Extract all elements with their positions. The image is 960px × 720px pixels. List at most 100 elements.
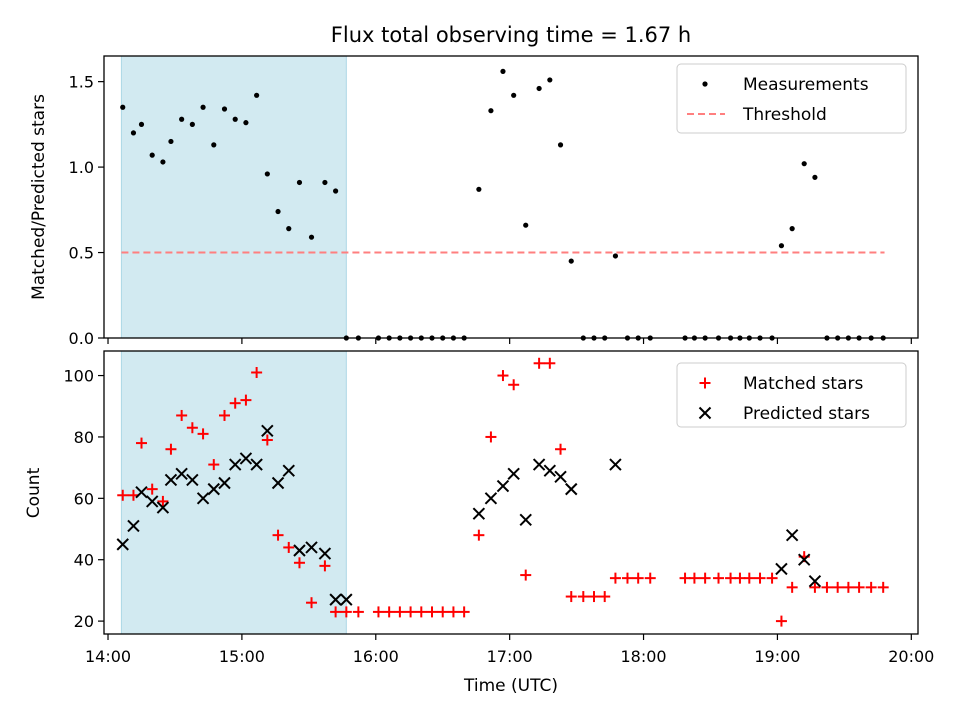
- data-point: [519, 513, 532, 527]
- data-point: [488, 108, 494, 114]
- panel-ratio-y-axis-label: Matched/Predicted stars: [29, 94, 49, 300]
- axes-frame: [103, 55, 919, 339]
- data-point: [832, 581, 844, 593]
- x-tick-label: 18:00: [620, 647, 666, 666]
- data-point: [557, 142, 564, 148]
- data-point: [426, 606, 438, 618]
- y-tick-label: 40: [74, 551, 94, 570]
- data-point: [500, 68, 506, 74]
- data-point: [221, 106, 228, 112]
- data-point: [511, 92, 517, 98]
- data-point: [146, 483, 158, 495]
- data-point: [160, 159, 166, 165]
- data-point: [261, 424, 274, 438]
- series-measurements: [120, 68, 886, 341]
- data-point: [264, 171, 270, 177]
- data-point: [496, 479, 510, 493]
- data-point: [484, 492, 498, 505]
- data-point: [186, 473, 199, 487]
- data-point: [196, 492, 210, 505]
- data-point: [679, 572, 691, 584]
- x-tick-label: 20:00: [888, 647, 934, 666]
- data-point: [232, 116, 238, 122]
- x-tick-label: 16:00: [353, 647, 399, 666]
- data-point: [340, 593, 353, 606]
- data-point: [789, 226, 795, 232]
- data-point: [293, 557, 305, 569]
- x-tick-label: 19:00: [754, 647, 800, 666]
- data-point: [472, 507, 486, 520]
- data-point: [286, 226, 292, 232]
- data-point: [877, 581, 889, 593]
- data-point: [609, 458, 622, 471]
- data-point: [283, 541, 295, 553]
- data-point: [544, 357, 556, 369]
- data-point: [812, 174, 818, 180]
- panel-counts: 20 40 60 80 100 14:00 15:00 16:00 17:00 18:00 19:0…: [24, 350, 934, 666]
- data-point: [352, 606, 364, 618]
- data-point: [135, 485, 148, 499]
- y-tick-label: 80: [74, 428, 94, 447]
- data-point: [149, 152, 155, 158]
- series-predicted-stars: [116, 424, 822, 606]
- data-point: [797, 553, 811, 566]
- data-point: [138, 121, 145, 127]
- legend-marker-x: [698, 406, 712, 420]
- legend-label: Threshold: [742, 105, 827, 125]
- legend-box: [676, 362, 907, 428]
- x-tick-label: 14:00: [85, 647, 131, 666]
- panel-counts-plot-area: 20 40 60 80 100 14:00 15:00 16:00 17:00 18:00 19:0…: [63, 350, 934, 666]
- data-point: [786, 581, 798, 593]
- data-point: [164, 473, 178, 487]
- data-point: [218, 409, 230, 421]
- data-point: [543, 464, 557, 477]
- data-point: [473, 529, 485, 541]
- data-point: [555, 443, 567, 455]
- data-point: [319, 560, 331, 572]
- shaded-observing-span: [120, 350, 347, 635]
- data-point: [588, 591, 600, 603]
- data-point: [305, 541, 318, 554]
- panel-ratio-plot-area: 0.0 0.5 1.0 1.5: [69, 55, 919, 348]
- data-point: [120, 104, 126, 110]
- data-point: [725, 572, 737, 584]
- legend-item: Matched stars: [699, 374, 863, 394]
- data-point: [632, 572, 644, 584]
- data-point: [165, 443, 177, 455]
- data-point: [189, 121, 195, 127]
- legend-item: Measurements: [702, 75, 869, 95]
- data-point: [175, 467, 188, 480]
- data-point: [743, 572, 755, 584]
- legend-label: Measurements: [743, 75, 869, 95]
- legend-label: Predicted stars: [743, 404, 870, 424]
- x-tick-label: 15:00: [219, 647, 265, 666]
- data-point: [135, 437, 147, 449]
- data-point: [609, 572, 621, 584]
- legend-item: Threshold: [687, 105, 827, 125]
- data-point: [565, 482, 578, 496]
- panel-ratio: 0.0 0.5 1.0 1.5 Matched/Predicted stars Mea…: [29, 55, 919, 348]
- data-point: [200, 104, 206, 110]
- data-point: [383, 606, 395, 618]
- data-point: [734, 572, 746, 584]
- data-point: [808, 574, 822, 588]
- data-point: [497, 370, 509, 382]
- data-point: [785, 528, 799, 542]
- data-point: [282, 464, 295, 477]
- data-point: [577, 591, 589, 603]
- y-tick-label: 60: [74, 489, 94, 508]
- data-point: [713, 572, 725, 584]
- data-point: [394, 606, 406, 618]
- data-point: [415, 606, 427, 618]
- legend-label: Matched stars: [743, 374, 863, 394]
- data-point: [251, 366, 263, 378]
- data-point: [458, 606, 470, 618]
- y-tick-label: 0.5: [69, 244, 94, 263]
- data-point: [333, 188, 339, 194]
- data-point: [130, 130, 137, 136]
- data-point: [547, 77, 553, 83]
- chart-title: Flux total observing time = 1.67 h: [331, 23, 691, 47]
- data-point: [208, 459, 220, 471]
- data-point: [197, 428, 209, 440]
- data-point: [842, 581, 854, 593]
